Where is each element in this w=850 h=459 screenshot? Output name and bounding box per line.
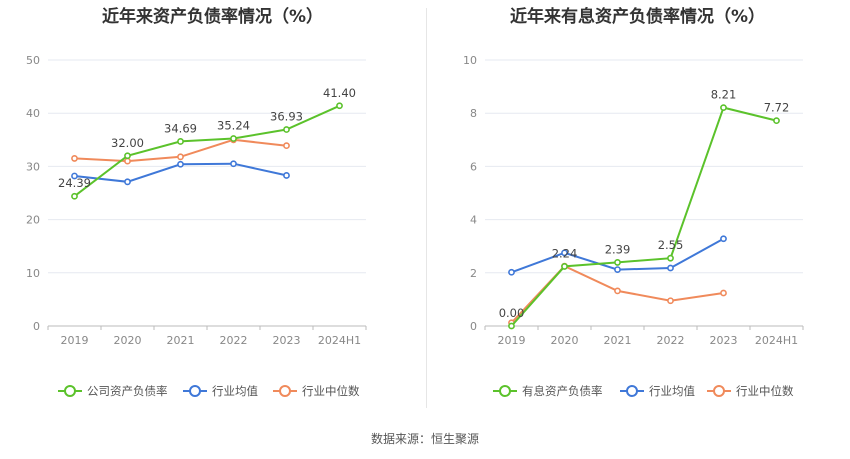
y-tick-label: 4 (470, 214, 477, 227)
legend-label: 公司资产负债率 (87, 384, 168, 398)
chart-left-svg: 0 10 20 30 40 50 2019 2020 2021 2022 2023 2024H1 24.… (26, 54, 367, 398)
data-label: 2.39 (605, 242, 631, 256)
y-tick-label: 10 (463, 54, 477, 67)
panel-divider (426, 8, 427, 408)
data-point (177, 138, 184, 145)
data-label: 0.00 (499, 306, 525, 320)
legend-swatch-marker (626, 385, 638, 397)
chart-title-right: 近年来有息资产负债率情况（%） (509, 7, 766, 27)
x-tick-label: 2020 (114, 334, 142, 347)
y-tick-label: 10 (26, 267, 40, 280)
data-label: 36.93 (270, 110, 303, 124)
x-tick-label: 2021 (167, 334, 195, 347)
data-point (71, 155, 78, 162)
chart-panel-right: 近年来有息资产负债率情况（%） 0 2 4 6 8 10 2019 2020 2021 2022 2… (425, 0, 850, 410)
x-tick-label: 2021 (604, 334, 632, 347)
data-label: 32.00 (111, 136, 144, 150)
legend-swatch-marker (279, 385, 291, 397)
data-point (177, 160, 184, 168)
data-point (230, 160, 237, 168)
data-point (614, 287, 621, 295)
chart-title-left: 近年来资产负债率情况（%） (101, 7, 324, 27)
legend-swatch-marker (713, 385, 725, 397)
legend-swatch-marker (64, 385, 76, 397)
x-tick-label: 2024H1 (318, 334, 361, 347)
data-point (561, 263, 568, 270)
data-point (667, 254, 674, 262)
data-label: 24.39 (58, 176, 91, 190)
x-tick-label: 2019 (498, 334, 526, 347)
y-tick-label: 6 (470, 160, 477, 173)
legend-label: 行业中位数 (736, 384, 794, 398)
data-point (336, 102, 343, 110)
legend-swatch-marker (499, 385, 511, 397)
data-point (720, 235, 727, 243)
data-label: 41.40 (323, 86, 356, 100)
legend-swatch-marker (189, 385, 201, 397)
y-tick-label: 0 (470, 320, 477, 333)
data-point (614, 259, 621, 266)
chart-right-svg: 0 2 4 6 8 10 2019 2020 2021 2022 2023 2024H1 0.00 2.2… (463, 54, 804, 398)
data-label: 2.55 (658, 238, 684, 252)
data-point (283, 172, 290, 179)
data-point (561, 249, 568, 257)
data-point (614, 266, 621, 274)
data-point (230, 135, 237, 142)
y-tick-label: 8 (470, 107, 477, 120)
x-tick-label: 2019 (61, 334, 89, 347)
data-source-note: 数据来源：恒生聚源 (370, 432, 479, 446)
x-tick-label: 2024H1 (755, 334, 798, 347)
x-tick-label: 2023 (273, 334, 301, 347)
data-point (508, 268, 515, 276)
x-tick-label: 2020 (551, 334, 579, 347)
legend-label: 行业均值 (212, 384, 258, 398)
y-tick-label: 2 (470, 267, 477, 280)
y-tick-label: 40 (26, 107, 40, 120)
x-tick-label: 2022 (657, 334, 685, 347)
data-point (667, 297, 674, 305)
series-line (73, 104, 340, 197)
data-label: 34.69 (164, 121, 197, 135)
legend-label: 行业中位数 (302, 384, 360, 398)
data-point (667, 264, 674, 272)
x-tick-label: 2022 (220, 334, 248, 347)
data-point (508, 322, 515, 330)
y-tick-label: 20 (26, 214, 40, 227)
data-label: 7.72 (764, 101, 790, 115)
data-point (773, 117, 780, 125)
chart-panel-left: 近年来资产负债率情况（%） 0 10 20 30 40 50 2019 2020 2021 202… (0, 0, 425, 410)
y-tick-label: 30 (26, 160, 40, 173)
data-point (283, 126, 290, 133)
data-point (71, 172, 78, 180)
data-label: 8.21 (711, 88, 737, 102)
data-point (124, 178, 131, 186)
x-tick-label: 2023 (710, 334, 738, 347)
data-point (71, 192, 78, 200)
data-label: 2.24 (552, 246, 578, 260)
legend-label: 行业均值 (649, 384, 695, 398)
legend-label: 有息资产负债率 (522, 384, 603, 398)
data-label: 35.24 (217, 119, 250, 133)
data-point (720, 104, 727, 112)
data-point (283, 142, 290, 150)
y-tick-label: 50 (26, 54, 40, 67)
data-point (177, 153, 184, 161)
y-tick-label: 0 (33, 320, 40, 333)
data-point (720, 289, 727, 297)
series-line (510, 106, 777, 327)
data-point (124, 152, 131, 160)
data-point (124, 157, 131, 165)
series-line (510, 264, 724, 324)
